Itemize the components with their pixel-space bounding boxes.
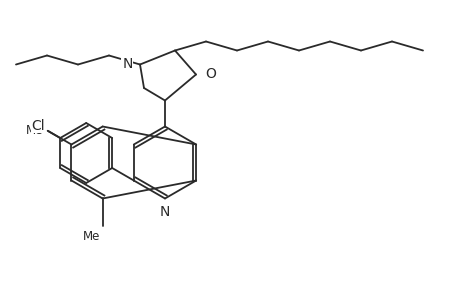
Text: Me: Me (26, 124, 44, 137)
Text: N: N (122, 56, 132, 70)
Text: N: N (159, 205, 170, 219)
Text: O: O (205, 67, 215, 80)
Text: Cl: Cl (32, 118, 45, 133)
Text: Me: Me (83, 230, 100, 243)
